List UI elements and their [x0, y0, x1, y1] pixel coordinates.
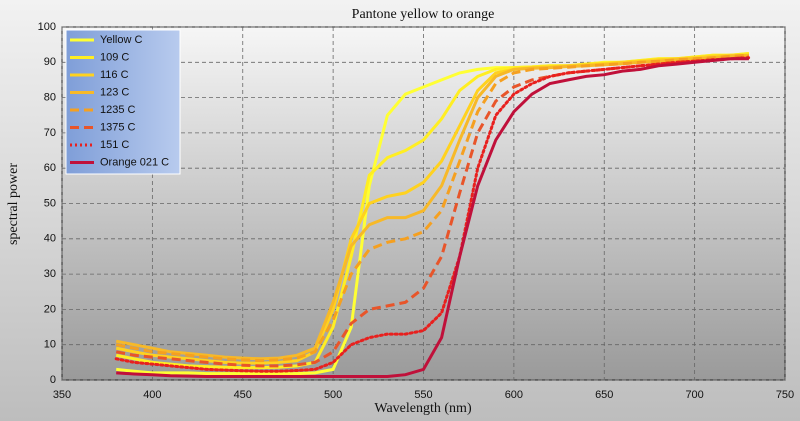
legend-label: Orange 021 C: [100, 156, 169, 168]
legend-label: Yellow C: [100, 34, 142, 46]
x-tick-label: 650: [595, 389, 613, 401]
series-line: [115, 53, 749, 363]
legend-label: 109 C: [100, 51, 129, 63]
x-tick-label: 350: [53, 389, 71, 401]
legend-label: 1235 C: [100, 104, 136, 116]
y-tick-label: 50: [44, 197, 56, 209]
y-tick-label: 80: [44, 92, 56, 104]
y-tick-label: 100: [38, 21, 56, 33]
x-axis-label: Wavelength (nm): [374, 401, 472, 416]
legend-label: 123 C: [100, 86, 129, 98]
x-tick-label: 600: [505, 389, 523, 401]
y-tick-label: 30: [44, 268, 56, 280]
y-tick-label: 60: [44, 162, 56, 174]
legend-label: 1375 C: [100, 121, 136, 133]
y-axis-label: spectral power: [6, 163, 21, 245]
y-tick-label: 40: [44, 233, 56, 245]
legend-label: 116 C: [100, 69, 129, 81]
legend-box: [65, 29, 181, 175]
y-tick-label: 0: [50, 374, 56, 386]
chart-title: Pantone yellow to orange: [352, 7, 495, 22]
x-tick-label: 750: [776, 389, 794, 401]
series-line: [116, 57, 749, 378]
y-tick-label: 90: [44, 56, 56, 68]
y-tick-label: 70: [44, 127, 56, 139]
series-line: [114, 56, 751, 373]
x-tick-label: 500: [324, 389, 342, 401]
x-tick-label: 550: [414, 389, 432, 401]
x-tick-label: 400: [143, 389, 161, 401]
x-tick-label: 700: [685, 389, 703, 401]
y-tick-label: 10: [44, 339, 56, 351]
legend-label: 151 C: [100, 139, 129, 151]
y-tick-label: 20: [44, 303, 56, 315]
legend: Yellow C 109 C 116 C 123 C 1235 C 1375 C 151 C…: [65, 29, 181, 175]
x-tick-label: 450: [234, 389, 252, 401]
